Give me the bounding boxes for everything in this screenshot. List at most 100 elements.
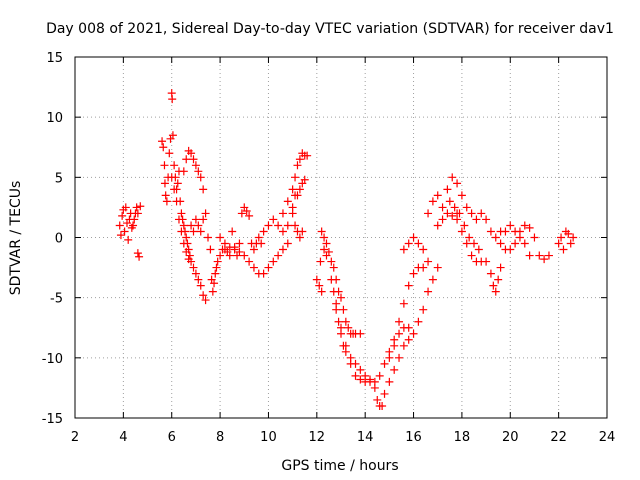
data-point xyxy=(242,207,251,216)
data-point xyxy=(201,209,210,218)
data-point xyxy=(312,275,321,284)
data-point xyxy=(283,239,292,248)
data-point xyxy=(278,227,287,236)
data-point xyxy=(404,281,413,290)
data-point xyxy=(564,229,573,238)
data-point xyxy=(457,227,466,236)
x-tick-label: 4 xyxy=(119,430,127,445)
data-point xyxy=(470,239,478,248)
data-point xyxy=(172,197,181,206)
x-tick-label: 20 xyxy=(502,430,519,445)
data-point xyxy=(225,251,234,260)
data-point xyxy=(511,239,520,248)
data-point xyxy=(378,401,387,410)
x-tick-label: 10 xyxy=(260,430,277,445)
data-point xyxy=(136,202,145,211)
data-point xyxy=(213,257,222,266)
data-point xyxy=(530,233,539,242)
y-tick-label: -5 xyxy=(50,292,63,307)
data-point xyxy=(191,215,200,224)
data-point xyxy=(482,215,491,224)
data-point xyxy=(191,161,200,170)
data-point xyxy=(453,179,462,188)
data-point xyxy=(390,365,399,374)
data-point xyxy=(324,247,333,256)
data-point xyxy=(249,263,258,272)
data-point xyxy=(199,185,208,194)
data-point xyxy=(465,233,474,242)
data-point xyxy=(274,251,283,260)
data-point xyxy=(390,341,399,350)
data-point xyxy=(179,221,188,230)
data-point xyxy=(569,233,578,242)
data-point xyxy=(173,179,182,188)
data-point xyxy=(491,287,500,296)
data-point xyxy=(472,215,481,224)
data-point xyxy=(450,203,459,212)
data-point xyxy=(496,263,505,272)
data-point xyxy=(419,245,428,254)
data-point xyxy=(482,257,491,266)
data-point xyxy=(274,221,283,230)
data-point xyxy=(467,209,476,218)
data-point xyxy=(366,377,375,386)
data-point xyxy=(259,227,268,236)
data-point xyxy=(201,296,210,305)
data-point xyxy=(457,191,466,200)
data-point xyxy=(317,287,326,296)
data-point xyxy=(409,233,418,242)
y-tick-label: 5 xyxy=(55,171,63,186)
data-point xyxy=(179,239,188,248)
data-point xyxy=(208,287,217,296)
data-point xyxy=(356,329,365,338)
data-point xyxy=(370,383,379,392)
y-tick-label: -10 xyxy=(42,352,63,367)
data-point xyxy=(448,173,457,182)
data-point xyxy=(395,353,404,362)
data-point xyxy=(414,239,423,248)
data-point xyxy=(438,203,447,212)
x-tick-label: 18 xyxy=(454,430,471,445)
data-point xyxy=(303,151,312,160)
data-point xyxy=(399,245,408,254)
data-point xyxy=(177,227,186,236)
data-point xyxy=(168,95,177,104)
data-point xyxy=(293,191,302,200)
data-point xyxy=(184,255,193,264)
data-point xyxy=(132,203,141,212)
data-point xyxy=(341,317,350,326)
data-point xyxy=(557,233,566,242)
data-point xyxy=(160,161,169,170)
data-point xyxy=(160,179,169,188)
data-point xyxy=(254,233,263,242)
data-point xyxy=(346,359,355,368)
data-point xyxy=(486,227,495,236)
data-point xyxy=(380,389,389,398)
data-point xyxy=(453,215,462,224)
data-point xyxy=(295,185,304,194)
x-tick-label: 6 xyxy=(168,430,176,445)
data-point xyxy=(445,197,454,206)
data-point xyxy=(216,233,225,242)
data-point xyxy=(291,221,300,230)
data-point xyxy=(316,257,325,266)
tick-marks xyxy=(74,56,608,419)
data-point xyxy=(494,275,503,284)
data-point xyxy=(339,305,348,314)
data-point xyxy=(424,209,433,218)
data-point xyxy=(204,233,212,242)
data-point xyxy=(240,251,249,260)
data-point xyxy=(179,167,188,176)
data-point xyxy=(327,257,336,266)
data-point xyxy=(124,235,133,244)
y-tick-label: 15 xyxy=(46,51,63,66)
data-point xyxy=(298,227,307,236)
data-point xyxy=(455,209,464,218)
data-point xyxy=(170,161,179,170)
data-point xyxy=(264,221,273,230)
data-point xyxy=(216,251,225,260)
data-point xyxy=(315,281,324,290)
data-point xyxy=(196,281,205,290)
data-point xyxy=(337,293,345,302)
data-point xyxy=(295,233,304,242)
